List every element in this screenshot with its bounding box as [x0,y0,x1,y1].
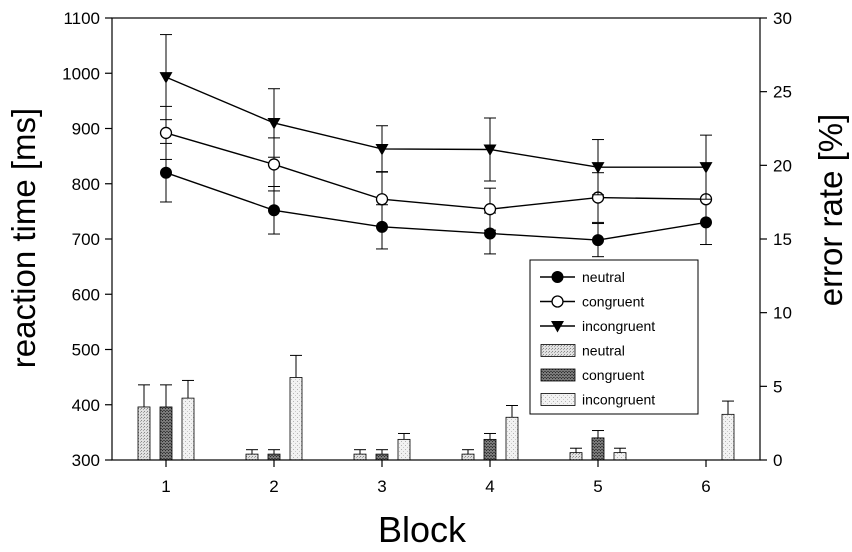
legend-marker-neutral [551,271,564,283]
bar-congruent [591,437,605,461]
point-neutral [592,234,604,247]
point-congruent [483,203,497,216]
y-axis-right-title: error rate [%] [812,114,849,307]
y-left-tick-label: 1000 [62,64,100,83]
legend-label-neutral: neutral [582,343,625,359]
reaction-time-lines [159,34,713,258]
point-congruent [267,158,281,171]
point-congruent [159,126,173,140]
line-neutral [165,172,707,241]
legend-bar-swatch-incongruent [540,393,576,406]
y-right-tick-label: 5 [773,377,782,396]
legend-bar-swatch-congruent [540,368,576,382]
line-incongruent [165,76,706,168]
error-rate-bars [137,354,735,461]
y-right-tick-label: 0 [773,451,782,470]
bar-neutral [461,453,475,461]
bar-incongruent [289,377,303,461]
y-right-tick-label: 20 [773,156,792,175]
point-incongruent [591,162,605,174]
point-neutral [160,166,172,179]
x-tick-label: 3 [377,477,386,496]
bar-congruent [159,406,173,461]
y-left-tick-label: 400 [72,396,100,415]
point-incongruent [375,143,389,156]
point-incongruent [699,162,713,174]
legend-label-congruent: congruent [582,367,644,383]
y-left-tick-label: 900 [72,120,100,139]
x-tick-label: 4 [485,477,494,496]
bar-congruent [483,438,497,461]
y-left-tick-label: 800 [72,175,100,194]
y-left-tick-label: 600 [72,285,100,304]
bar-incongruent [181,397,195,461]
x-tick-label: 2 [269,477,278,496]
x-axis-title: Block [378,509,467,550]
line-congruent [165,132,707,210]
point-incongruent [483,144,497,156]
y-right-tick-label: 30 [773,9,792,28]
legend-label-congruent: congruent [582,294,644,310]
legend-label-incongruent: incongruent [582,318,655,334]
y-right-tick-label: 25 [773,83,792,102]
bar-incongruent [613,452,627,461]
bar-neutral [569,452,583,461]
point-neutral [268,204,280,217]
axes: 3004005006007008009001000110005101520253… [62,9,792,496]
point-congruent [375,193,389,206]
bar-incongruent [397,438,411,461]
bar-congruent [267,453,281,461]
bar-incongruent [505,416,519,461]
y-left-tick-label: 700 [72,230,100,249]
x-tick-label: 6 [701,477,710,496]
legend-marker-incongruent [551,321,564,333]
point-neutral [700,216,712,229]
y-right-tick-label: 15 [773,230,792,249]
bar-neutral [137,406,151,461]
y-left-tick-label: 1100 [63,9,100,28]
bar-neutral [245,453,259,461]
legend-bar-swatch-neutral [540,344,576,357]
y-left-tick-label: 500 [72,341,100,360]
legend: neutral congruent incongruent neutral congru… [529,259,699,415]
y-right-tick-label: 10 [773,304,792,323]
legend-label-incongruent: incongruent [582,392,655,408]
bar-congruent [375,453,389,461]
x-tick-label: 1 [161,477,170,496]
legend-label-neutral: neutral [582,269,625,285]
legend-box [529,259,699,415]
point-incongruent [159,72,173,84]
bar-neutral [353,453,367,461]
legend-marker-congruent [551,295,564,308]
x-tick-label: 5 [593,477,602,496]
point-incongruent [267,117,281,130]
y-axis-left-title: reaction time [ms] [5,108,42,368]
bar-incongruent [721,413,735,461]
y-left-tick-label: 300 [72,451,100,470]
